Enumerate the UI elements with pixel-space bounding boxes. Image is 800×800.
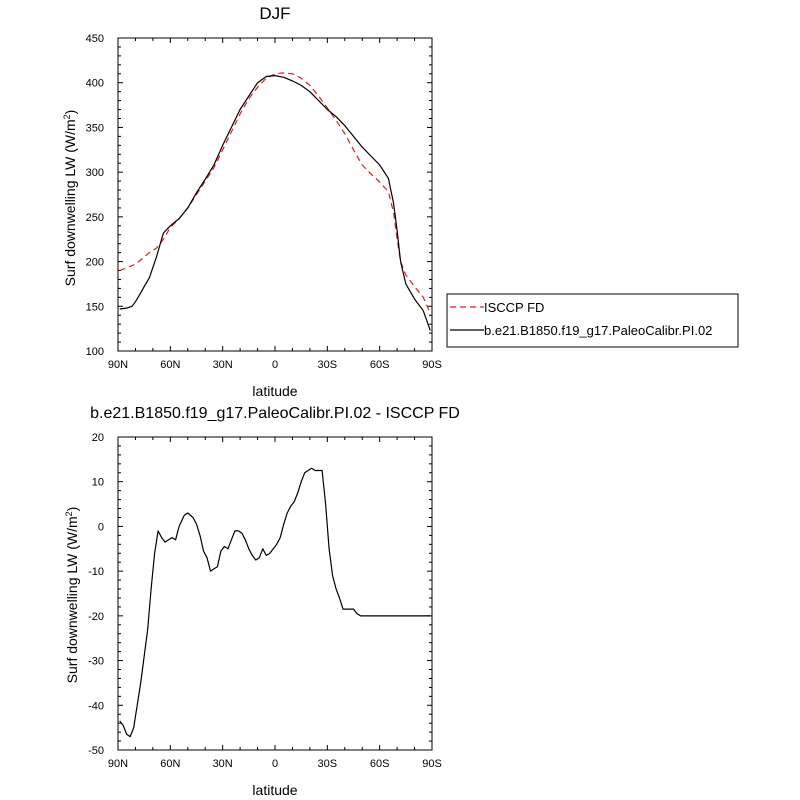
bottom-y-tick-label: -10: [88, 566, 104, 578]
bottom-x-tick-label: 60S: [370, 758, 390, 770]
top-y-tick-label: 200: [86, 257, 104, 269]
bottom-y-tick-label: -50: [88, 745, 104, 757]
top-y-tick-label: 300: [86, 167, 104, 179]
top-series-line-1: [119, 74, 431, 331]
top-y-tick-label: 250: [86, 212, 104, 224]
top-chart-xlabel: latitude: [252, 383, 297, 399]
top-panel: DJF latitude Surf downwelling LW (W/m2) …: [62, 4, 739, 399]
bottom-chart-xlabel: latitude: [252, 782, 297, 798]
legend-label-isccp: ISCCP FD: [484, 300, 544, 315]
bottom-plot-frame: [117, 436, 433, 751]
top-y-tick-label: 450: [86, 33, 104, 45]
top-y-tick-label: 400: [86, 78, 104, 90]
bottom-y-tick-label: -40: [88, 700, 104, 712]
top-y-tick-label: 150: [86, 301, 104, 313]
top-x-tick-label: 60N: [160, 359, 180, 371]
bottom-chart-title: b.e21.B1850.f19_g17.PaleoCalibr.PI.02 - …: [90, 405, 460, 422]
bottom-y-tick-label: 0: [98, 521, 104, 533]
legend-label-model: b.e21.B1850.f19_g17.PaleoCalibr.PI.02: [484, 323, 712, 338]
top-x-tick-label: 30N: [213, 359, 233, 371]
top-chart-legend: ISCCP FD b.e21.B1850.f19_g17.PaleoCalibr…: [446, 293, 739, 348]
top-plot-area: 90N 60N 30N 0 30S 60S 90S 100 150 200 250 300 350 400…: [86, 33, 442, 371]
top-chart-ylabel: Surf downwelling LW (W/m2): [62, 110, 78, 287]
bottom-x-tick-label: 90S: [422, 758, 442, 770]
top-x-tick-label: 90N: [108, 359, 128, 371]
bottom-x-tick-label: 30S: [318, 758, 338, 770]
bottom-y-tick-label: 10: [92, 477, 104, 489]
top-x-tick-label: 60S: [370, 359, 390, 371]
bottom-y-tick-label: 20: [92, 432, 104, 444]
bottom-series-line-0: [119, 467, 431, 738]
bottom-plot-area: 90N 60N 30N 0 30S 60S 90S -50 -40 -30 -20 -10 0 10 20: [88, 432, 442, 770]
legend-box: [446, 293, 739, 348]
top-y-tick-label: 350: [86, 122, 104, 134]
bottom-y-tick-label: -30: [88, 656, 104, 668]
top-series-line-0: [119, 72, 431, 314]
bottom-x-tick-label: 0: [272, 758, 278, 770]
top-x-tick-label: 30S: [318, 359, 338, 371]
bottom-x-tick-label: 30N: [213, 758, 233, 770]
top-x-tick-label: 0: [272, 359, 278, 371]
bottom-x-tick-label: 90N: [108, 758, 128, 770]
top-plot-frame: [117, 37, 433, 352]
top-chart-title: DJF: [259, 4, 290, 23]
top-x-tick-label: 90S: [422, 359, 442, 371]
top-y-tick-label: 100: [86, 346, 104, 358]
bottom-x-tick-label: 60N: [160, 758, 180, 770]
bottom-panel: b.e21.B1850.f19_g17.PaleoCalibr.PI.02 - …: [64, 405, 460, 798]
bottom-y-tick-label: -20: [88, 611, 104, 623]
bottom-chart-ylabel: Surf downwelling LW (W/m2): [64, 507, 80, 684]
